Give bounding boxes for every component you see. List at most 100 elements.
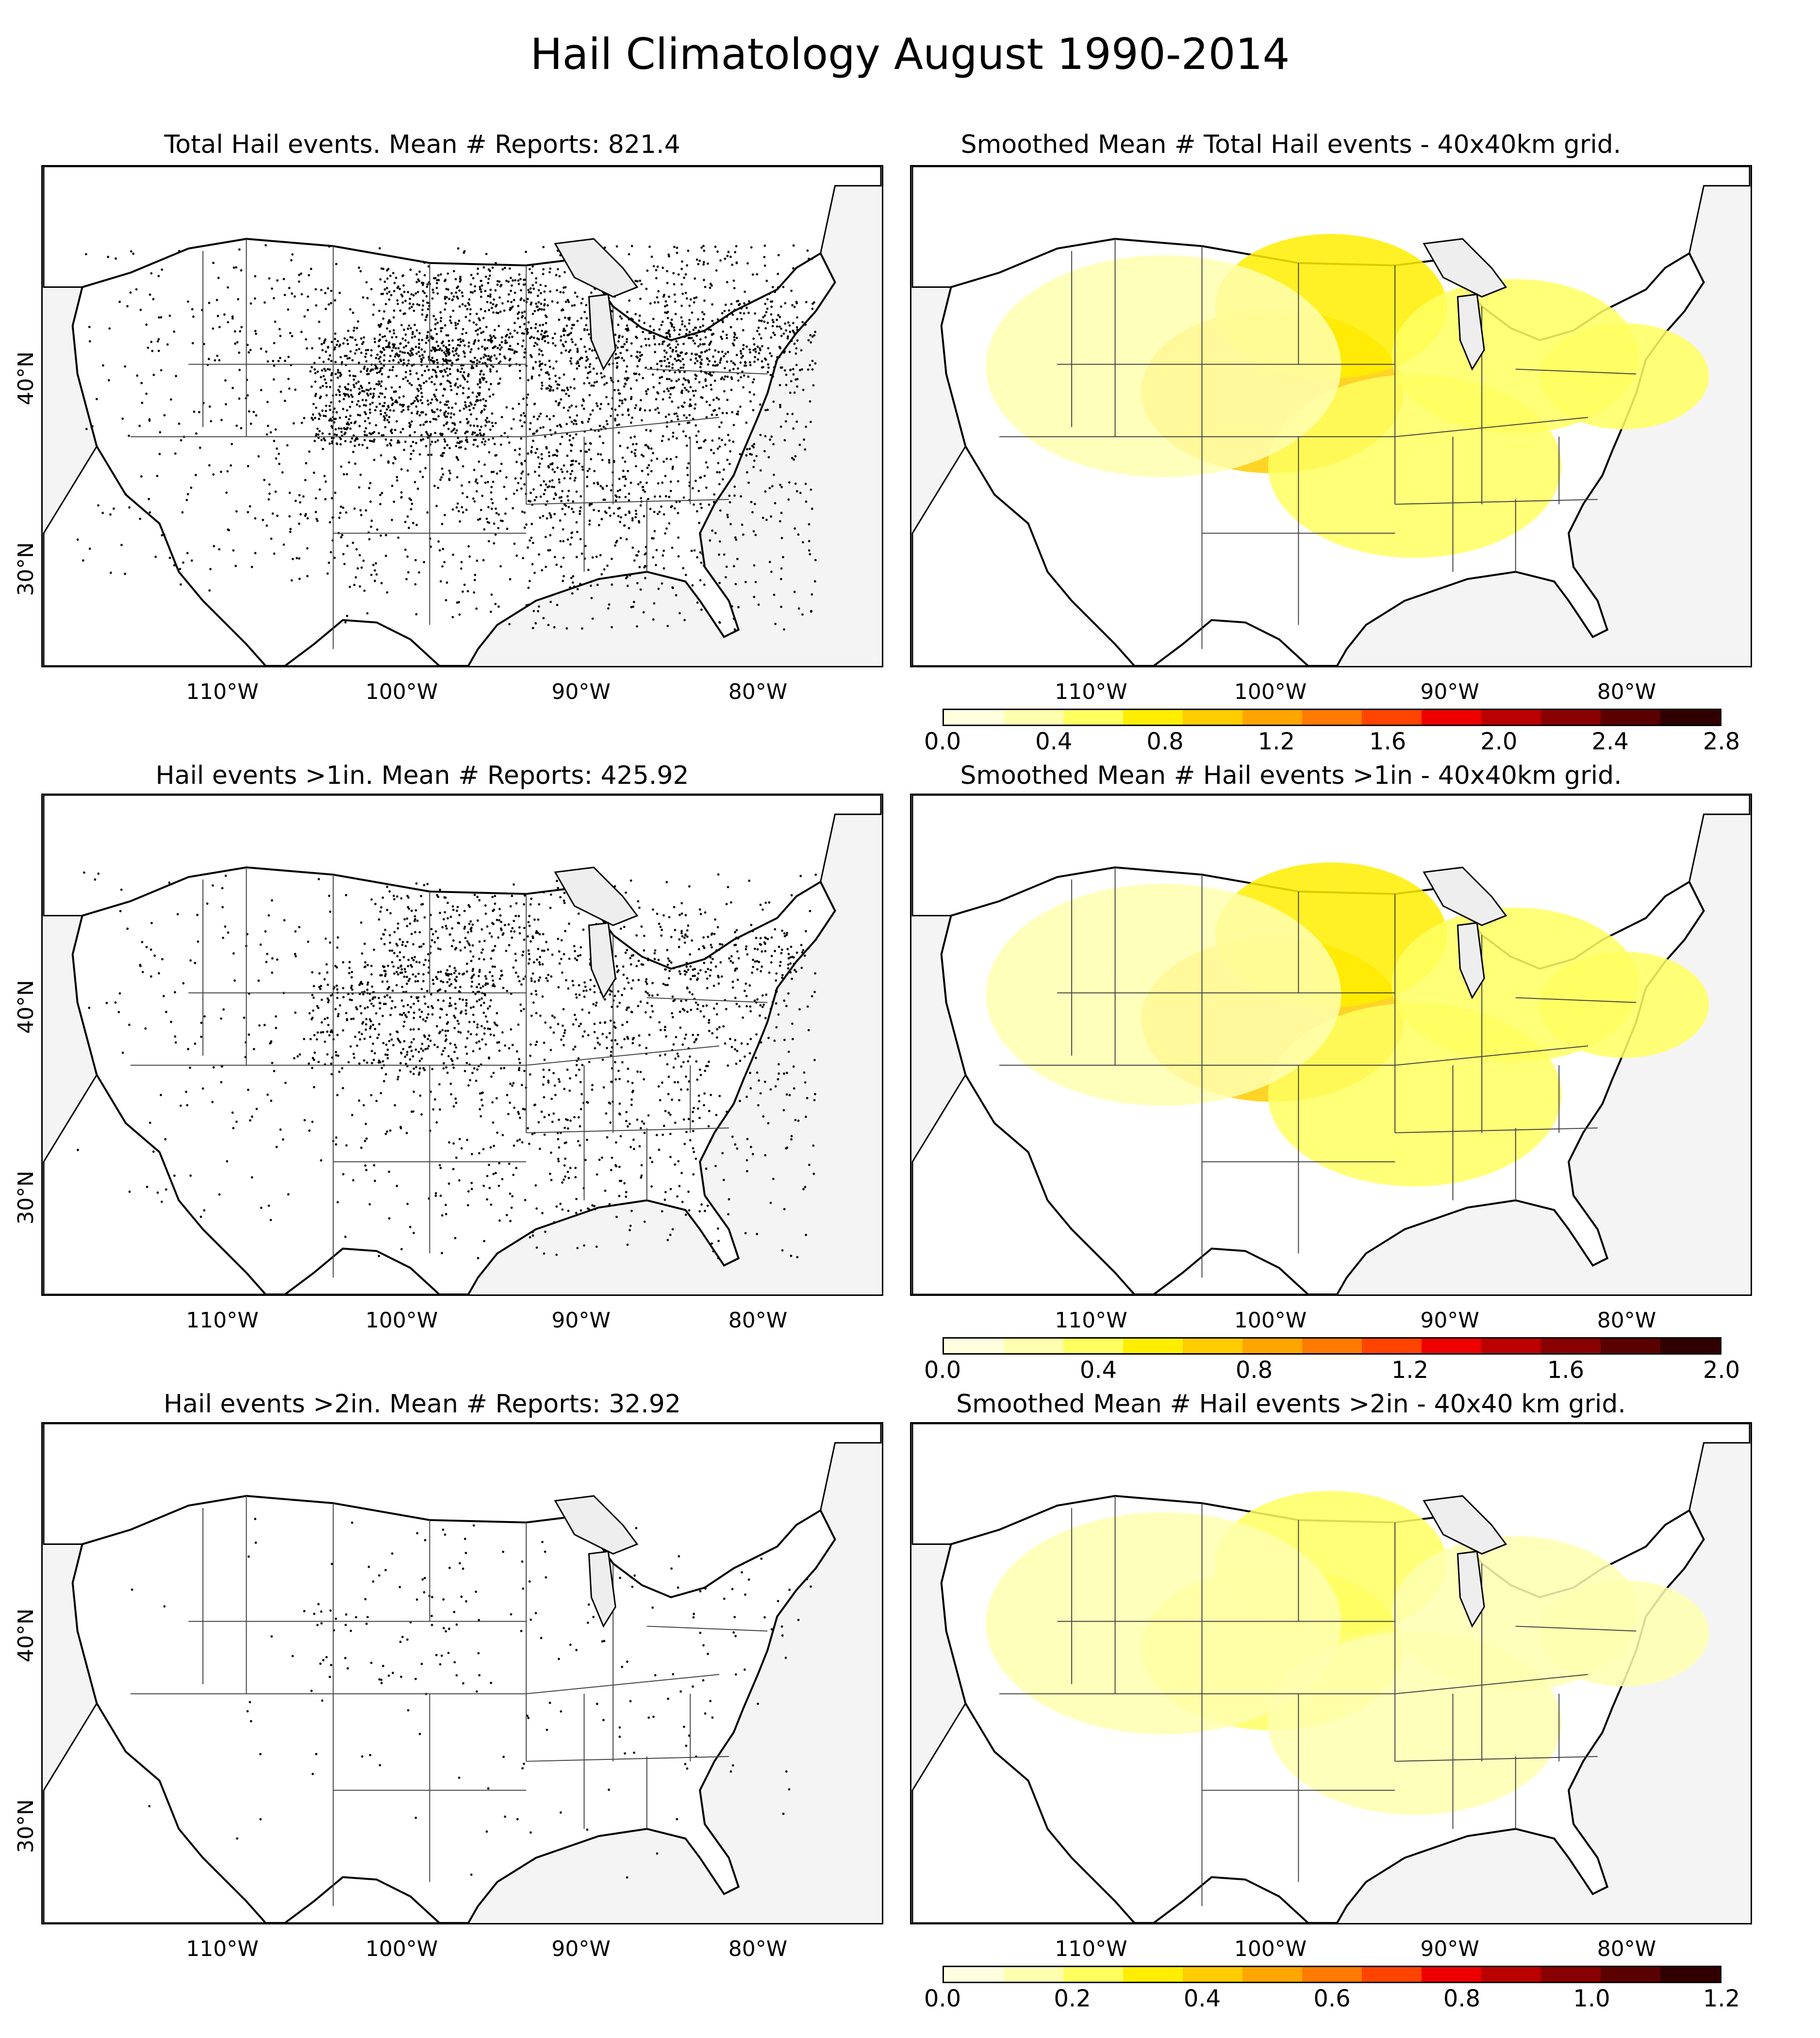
- hail-report-point: [705, 957, 708, 960]
- hail-report-point: [469, 291, 472, 294]
- hail-report-point: [461, 303, 464, 306]
- hail-report-point: [418, 931, 421, 934]
- hail-report-point: [410, 498, 413, 501]
- hail-report-point: [363, 439, 366, 442]
- hail-report-point: [624, 398, 626, 401]
- hail-report-point: [317, 417, 320, 420]
- hail-report-point: [392, 462, 395, 464]
- hail-report-point: [634, 407, 637, 410]
- hail-report-point: [309, 370, 312, 373]
- hail-report-point: [650, 470, 653, 473]
- hail-report-point: [490, 491, 493, 494]
- hail-report-point: [715, 397, 718, 399]
- hail-report-point: [227, 528, 230, 531]
- hail-report-point: [343, 563, 346, 565]
- hail-report-point: [450, 412, 453, 415]
- hail-report-point: [354, 1035, 357, 1038]
- hail-report-point: [263, 1024, 266, 1027]
- hail-report-point: [475, 490, 478, 493]
- hail-report-point: [528, 958, 531, 961]
- hail-report-point: [624, 484, 626, 487]
- hail-report-point: [412, 303, 414, 306]
- hail-report-point: [445, 358, 447, 361]
- hail-report-point: [544, 489, 546, 492]
- hail-report-point: [352, 374, 355, 377]
- hail-report-point: [669, 481, 672, 483]
- hail-report-point: [156, 340, 159, 343]
- hail-report-point: [497, 325, 500, 328]
- hail-report-point: [677, 406, 680, 409]
- hail-report-point: [758, 352, 761, 355]
- hail-report-point: [667, 1093, 670, 1095]
- hail-report-point: [666, 316, 669, 319]
- hail-report-point: [719, 359, 722, 362]
- hail-report-point: [814, 972, 817, 975]
- hail-report-point: [440, 476, 443, 479]
- hail-report-point: [742, 533, 745, 536]
- hail-report-point: [631, 1042, 634, 1044]
- hail-report-point: [708, 328, 711, 331]
- hail-report-point: [674, 371, 677, 374]
- hail-report-point: [363, 589, 366, 592]
- hail-report-point: [422, 1049, 425, 1052]
- hail-report-point: [378, 1255, 381, 1258]
- hail-report-point: [388, 290, 391, 293]
- hail-report-point: [399, 1041, 402, 1044]
- hail-report-point: [139, 308, 142, 311]
- hail-report-point: [636, 554, 639, 557]
- hail-report-point: [413, 309, 415, 312]
- hail-report-point: [486, 347, 489, 349]
- hail-report-point: [623, 359, 626, 362]
- hail-report-point: [374, 903, 377, 905]
- hail-report-point: [773, 594, 776, 596]
- hail-report-point: [786, 413, 789, 415]
- hail-report-point: [739, 1060, 742, 1062]
- hail-report-point: [483, 347, 486, 350]
- hail-report-point: [411, 332, 414, 335]
- hail-report-point: [269, 1219, 272, 1222]
- hail-report-point: [728, 495, 731, 497]
- hail-report-point: [523, 483, 526, 486]
- hail-report-point: [238, 397, 241, 400]
- hail-report-point: [529, 580, 531, 582]
- hail-report-point: [308, 450, 311, 453]
- hail-report-point: [771, 325, 774, 328]
- hail-report-point: [548, 418, 551, 421]
- hail-report-point: [333, 348, 336, 351]
- hail-report-point: [227, 286, 229, 289]
- hail-report-point: [375, 424, 378, 427]
- hail-report-point: [764, 490, 767, 493]
- hail-report-point: [772, 1000, 774, 1003]
- hail-report-point: [320, 289, 323, 291]
- hail-report-point: [487, 277, 490, 280]
- hail-report-point: [369, 1036, 372, 1038]
- hail-report-point: [381, 1060, 384, 1063]
- hail-report-point: [128, 506, 131, 509]
- hail-report-point: [407, 291, 410, 294]
- hail-report-point: [416, 980, 419, 982]
- hail-report-point: [795, 420, 798, 423]
- hail-report-point: [370, 519, 373, 522]
- hail-report-point: [404, 1055, 407, 1058]
- hail-report-point: [613, 885, 616, 888]
- hail-report-point: [756, 1071, 759, 1074]
- hail-report-point: [455, 506, 458, 509]
- hail-report-point: [290, 579, 293, 582]
- hail-report-point: [476, 482, 479, 484]
- hail-report-point: [430, 993, 432, 996]
- hail-report-point: [628, 318, 630, 321]
- hail-report-point: [530, 272, 533, 274]
- hail-report-point: [352, 312, 354, 314]
- hail-report-point: [502, 987, 505, 989]
- hail-report-point: [584, 442, 587, 445]
- hail-report-point: [697, 948, 700, 951]
- hail-report-point: [677, 1160, 680, 1162]
- hail-report-point: [512, 1082, 515, 1085]
- hail-report-point: [154, 555, 157, 558]
- hail-report-point: [470, 960, 473, 962]
- hail-report-point: [435, 505, 438, 507]
- hail-report-point: [721, 478, 724, 481]
- hail-report-point: [806, 1005, 809, 1008]
- hail-report-point: [661, 481, 664, 484]
- hail-report-point: [445, 302, 447, 305]
